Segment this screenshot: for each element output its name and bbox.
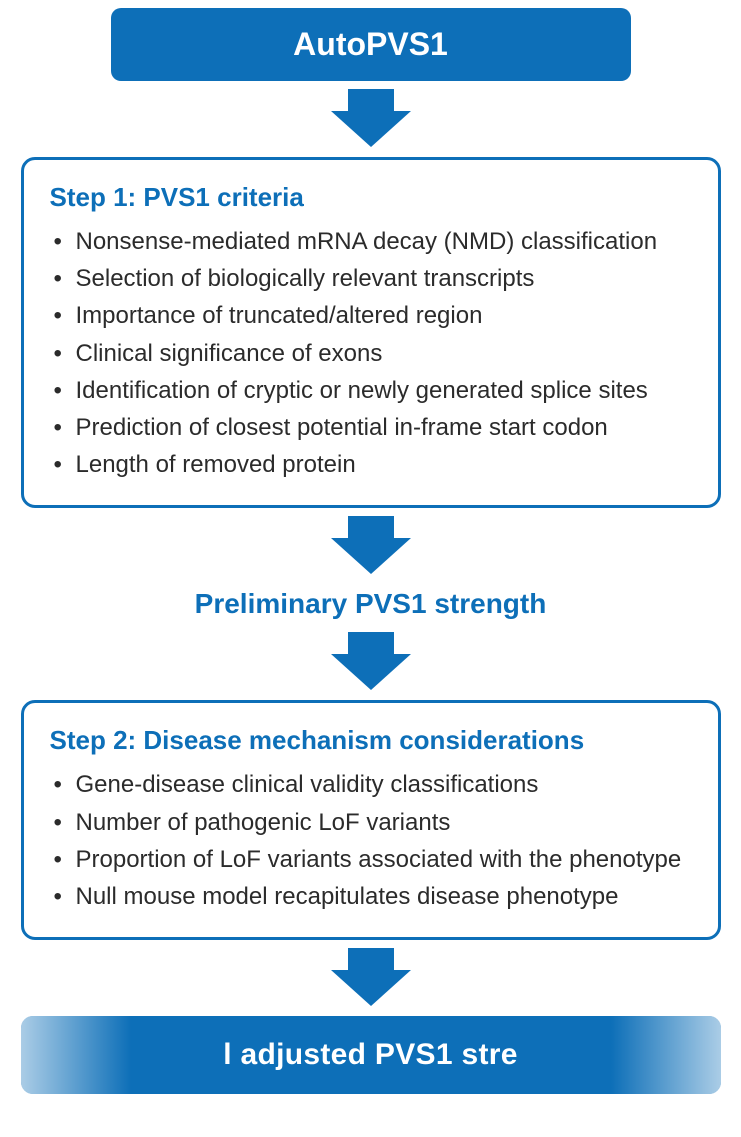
step1-list: Nonsense-mediated mRNA decay (NMD) class…: [50, 223, 692, 483]
list-item: Gene-disease clinical validity classific…: [50, 766, 692, 803]
list-item: Prediction of closest potential in-frame…: [50, 409, 692, 446]
list-item: Nonsense-mediated mRNA decay (NMD) class…: [50, 223, 692, 260]
preliminary-label: Preliminary PVS1 strength: [195, 588, 547, 620]
step2-heading: Step 2: Disease mechanism considerations: [50, 725, 692, 756]
list-item: Selection of biologically relevant trans…: [50, 260, 692, 297]
title-text: AutoPVS1: [293, 26, 448, 62]
arrow-head: [331, 970, 411, 1006]
title-box: AutoPVS1: [111, 8, 631, 81]
arrow-head: [331, 538, 411, 574]
step2-box: Step 2: Disease mechanism considerations…: [21, 700, 721, 940]
step1-box: Step 1: PVS1 criteria Nonsense-mediated …: [21, 157, 721, 508]
arrow-head: [331, 111, 411, 147]
final-box: l adjusted PVS1 stre: [21, 1016, 721, 1094]
arrow-3: [331, 632, 411, 692]
list-item: Identification of cryptic or newly gener…: [50, 372, 692, 409]
fade-overlay-right: [611, 1016, 721, 1094]
fade-overlay-left: [21, 1016, 131, 1094]
list-item: Proportion of LoF variants associated wi…: [50, 841, 692, 878]
list-item: Clinical significance of exons: [50, 335, 692, 372]
list-item: Importance of truncated/altered region: [50, 297, 692, 334]
arrow-4: [331, 948, 411, 1008]
list-item: Number of pathogenic LoF variants: [50, 804, 692, 841]
final-text: l adjusted PVS1 stre: [223, 1038, 517, 1072]
step2-list: Gene-disease clinical validity classific…: [50, 766, 692, 915]
arrow-1: [331, 89, 411, 149]
list-item: Null mouse model recapitulates disease p…: [50, 878, 692, 915]
arrow-2: [331, 516, 411, 576]
arrow-head: [331, 654, 411, 690]
step1-heading: Step 1: PVS1 criteria: [50, 182, 692, 213]
list-item: Length of removed protein: [50, 446, 692, 483]
